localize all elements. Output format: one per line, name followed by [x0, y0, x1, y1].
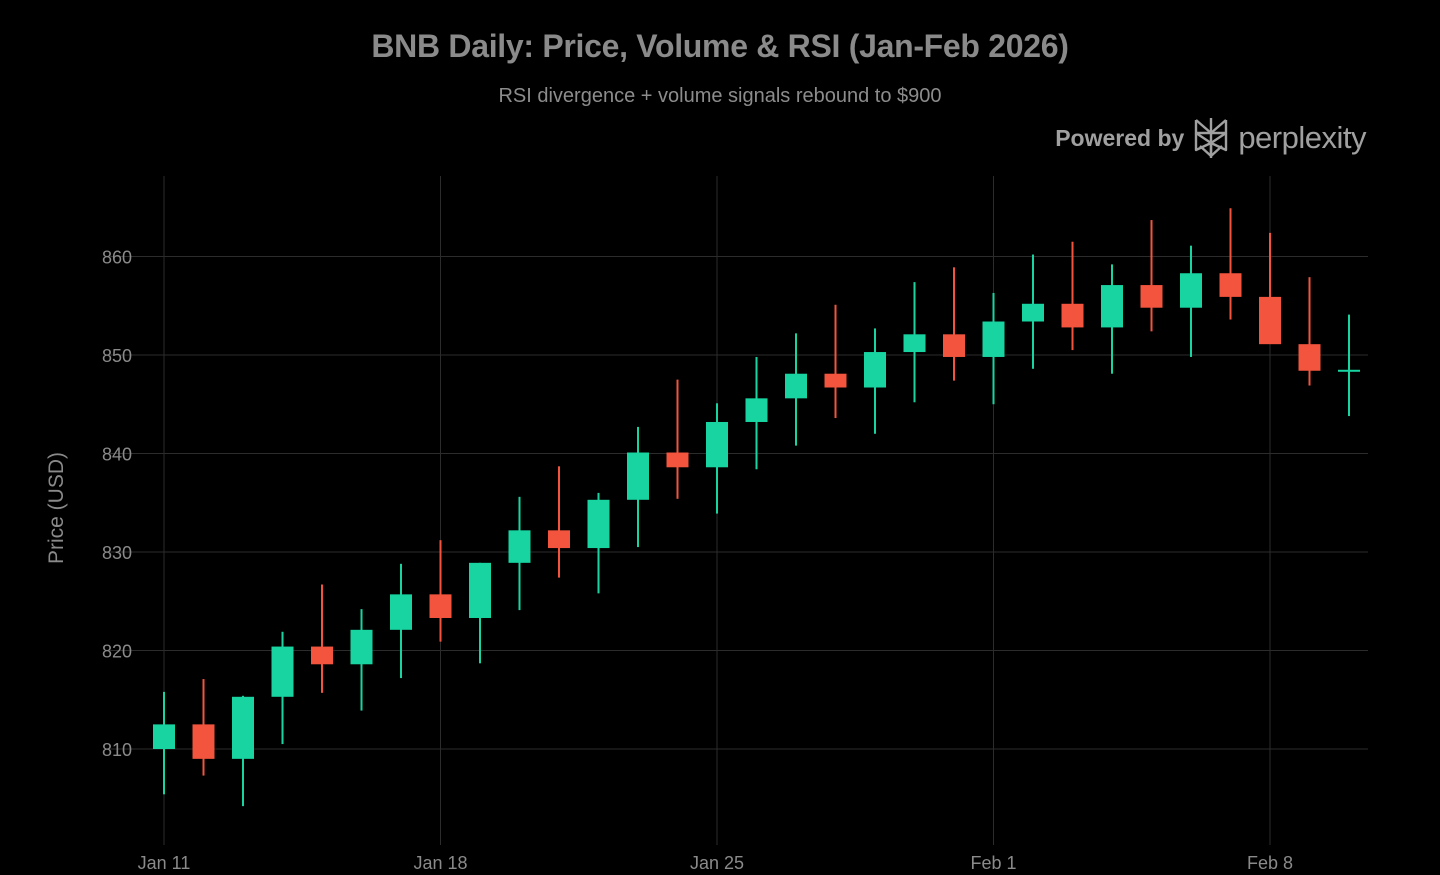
candle-body [192, 724, 215, 759]
candle-body [706, 421, 728, 468]
x-tick-label: Jan 11 [138, 853, 191, 873]
candle-down [824, 304, 847, 419]
y-tick-label: 850 [102, 346, 132, 366]
candle-body [943, 334, 965, 357]
candle-body [350, 629, 373, 665]
brand-attribution: Powered by perplexity [1055, 116, 1366, 160]
candle-body [666, 452, 689, 468]
candle-up [1180, 245, 1202, 357]
candle-up [232, 695, 254, 807]
candle-down [943, 267, 965, 381]
candle-body [1140, 285, 1163, 308]
candle-down [666, 379, 689, 499]
candle-down [1259, 232, 1281, 345]
x-tick-label: Feb 8 [1247, 853, 1293, 873]
candle-up [350, 609, 373, 711]
x-tick-label: Feb 1 [970, 853, 1016, 873]
candle-down [1140, 220, 1163, 332]
y-tick-label: 820 [102, 642, 132, 662]
y-tick-label: 830 [102, 543, 132, 563]
candle-body [429, 594, 452, 618]
candle-body [1298, 344, 1321, 371]
x-tick-label: Jan 18 [413, 853, 467, 873]
candle-body [271, 646, 294, 697]
candle-body [311, 646, 333, 665]
candle-down [1219, 208, 1242, 320]
grid-layer [108, 176, 1368, 845]
candle-up [271, 631, 294, 745]
candle-up [587, 492, 610, 594]
candle-up [706, 403, 728, 514]
candle-down [311, 584, 333, 693]
candle-up [390, 563, 412, 679]
candle-down [1298, 277, 1321, 386]
candle-body [232, 696, 254, 759]
candle-up [785, 333, 807, 446]
candle-body [390, 594, 412, 630]
candle-down [192, 679, 215, 776]
candle-body [864, 352, 886, 388]
axis-layer: 810 820 830 840 850 860 Jan 11 Jan 18 Jan 25 Feb … [102, 248, 1293, 874]
candle-body [1259, 296, 1281, 345]
y-tick-label: 810 [102, 740, 132, 760]
candle-up [1022, 254, 1044, 369]
candle-body [1180, 273, 1202, 308]
candle-up [1338, 314, 1360, 417]
y-tick-label: 860 [102, 248, 132, 268]
candle-up [903, 282, 926, 403]
candle-body [903, 334, 926, 353]
brand-wordmark: perplexity [1238, 120, 1366, 155]
y-tick-label: 840 [102, 445, 132, 465]
candle-body [1219, 273, 1242, 297]
candle-body [982, 321, 1005, 357]
candle-body [469, 562, 491, 618]
candle-body [627, 452, 649, 500]
candle-body [508, 530, 531, 563]
candle-up [982, 292, 1005, 405]
candle-body [785, 373, 807, 399]
candle-up [153, 691, 175, 795]
candle-body [587, 499, 610, 549]
candle-body [1101, 285, 1123, 328]
candle-body [824, 373, 847, 388]
candle-body [1061, 303, 1084, 328]
candle-body [745, 398, 768, 422]
candle-up [1101, 264, 1123, 374]
candle-body [1338, 369, 1360, 372]
chart-title: BNB Daily: Price, Volume & RSI (Jan-Feb … [371, 28, 1069, 64]
brand-powered-label: Powered by [1055, 124, 1185, 151]
candle-body [1022, 303, 1044, 322]
candle-body [153, 724, 175, 749]
candle-up [864, 328, 886, 434]
chart-subtitle: RSI divergence + volume signals rebound … [498, 85, 942, 107]
x-tick-label: Jan 25 [690, 853, 744, 873]
candle-up [627, 426, 649, 548]
candle-down [548, 466, 570, 578]
candle-layer [153, 208, 1360, 807]
candle-up [745, 356, 768, 470]
candle-up [469, 562, 491, 664]
candle-body [548, 530, 570, 549]
perplexity-logo-icon [1195, 118, 1228, 158]
y-axis-label: Price (USD) [45, 452, 68, 564]
candle-down [429, 540, 452, 642]
candle-down [1061, 241, 1084, 351]
candle-up [508, 496, 531, 611]
